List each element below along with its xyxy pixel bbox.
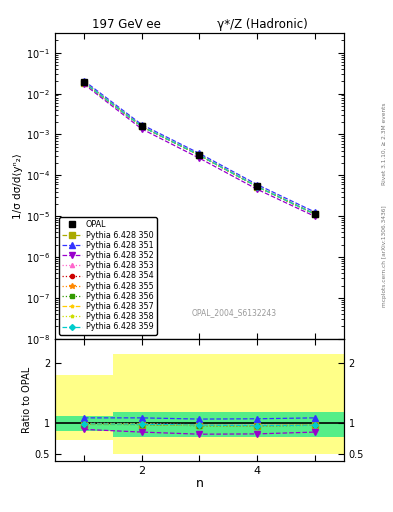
X-axis label: n: n xyxy=(195,477,204,490)
Y-axis label: 1/σ dσ/d⟨yⁿ₂⟩: 1/σ dσ/d⟨yⁿ₂⟩ xyxy=(13,153,23,219)
Y-axis label: Ratio to OPAL: Ratio to OPAL xyxy=(22,367,32,433)
Legend: OPAL, Pythia 6.428 350, Pythia 6.428 351, Pythia 6.428 352, Pythia 6.428 353, Py: OPAL, Pythia 6.428 350, Pythia 6.428 351… xyxy=(59,217,156,335)
Title: 197 GeV ee               γ*/Z (Hadronic): 197 GeV ee γ*/Z (Hadronic) xyxy=(92,18,307,31)
Text: Rivet 3.1.10, ≥ 2.3M events: Rivet 3.1.10, ≥ 2.3M events xyxy=(382,102,387,185)
Text: mcplots.cern.ch [arXiv:1306.3436]: mcplots.cern.ch [arXiv:1306.3436] xyxy=(382,205,387,307)
Text: OPAL_2004_S6132243: OPAL_2004_S6132243 xyxy=(191,308,277,317)
